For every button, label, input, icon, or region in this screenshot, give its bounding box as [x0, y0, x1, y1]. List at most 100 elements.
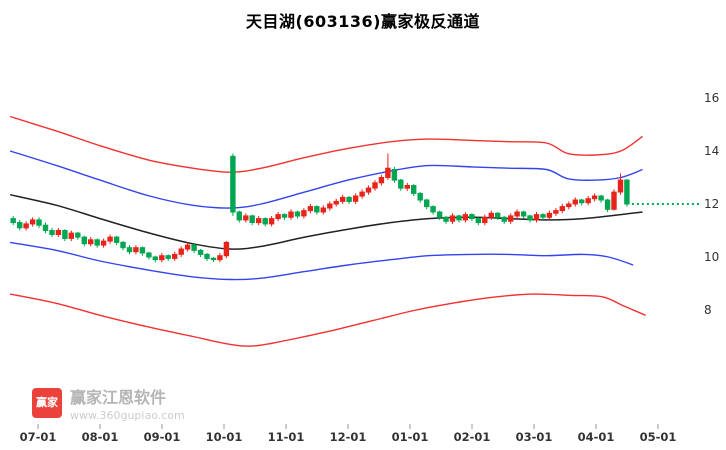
candle-body	[624, 179, 630, 205]
x-axis-tick-label: 11-01	[268, 430, 305, 444]
candle-body	[546, 212, 553, 218]
candle-body	[268, 218, 275, 225]
y-axis-tick-label: 14	[704, 144, 719, 158]
candle-body	[191, 244, 197, 251]
candle-body	[62, 230, 68, 239]
candle-body	[520, 211, 527, 217]
candle-body	[178, 248, 184, 255]
candle-body	[391, 169, 398, 181]
x-axis-tick-label: 12-01	[330, 430, 367, 444]
candle-body	[10, 218, 16, 224]
candle-body	[404, 185, 411, 189]
candle-body	[572, 199, 578, 205]
y-axis-tick-label: 8	[704, 303, 712, 317]
candle-body	[139, 247, 146, 254]
upper-blue-channel-line	[9, 150, 643, 209]
candle-body	[100, 240, 107, 246]
candle-body	[514, 211, 520, 217]
candle-body	[585, 198, 591, 204]
candle-body	[436, 211, 443, 218]
candle-body	[482, 216, 488, 224]
candle-body	[133, 247, 139, 253]
x-axis-tick-label: 01-01	[392, 430, 429, 444]
candle-body	[398, 179, 404, 189]
watermark-text: 赢家江恩软件 www.360gupiao.com	[70, 388, 185, 423]
candle-body	[579, 199, 585, 204]
candle-body	[320, 207, 327, 213]
candle-body	[553, 210, 559, 214]
candle-body	[340, 196, 346, 202]
candle-body	[210, 257, 217, 261]
channel-lines	[9, 115, 646, 347]
y-axis-labels: 8 10 12 14 16	[704, 91, 719, 317]
candle-body	[385, 167, 391, 178]
candle-body	[197, 249, 204, 255]
candle-body	[217, 255, 223, 261]
candle-body	[152, 256, 159, 261]
candle-body	[443, 216, 449, 222]
candle-body	[204, 253, 210, 259]
x-axis-tick-label: 09-01	[144, 430, 181, 444]
x-axis-tick-label: 04-01	[578, 430, 615, 444]
candle-body	[281, 214, 288, 218]
y-axis-tick-label: 16	[704, 91, 719, 105]
candle-body	[165, 255, 171, 259]
watermark-name: 赢家江恩软件	[70, 388, 167, 407]
candle-body	[346, 196, 352, 202]
watermark-url: www.360gupiao.com	[70, 409, 185, 422]
candle-body	[126, 247, 133, 253]
candle-body	[566, 203, 572, 208]
candle-body	[424, 199, 430, 208]
candle-body	[88, 239, 94, 245]
x-axis-tick-label: 08-01	[82, 430, 119, 444]
winner-logo-icon: 赢家	[32, 388, 62, 418]
candle-body	[120, 241, 126, 249]
candle-body	[533, 214, 540, 221]
candle-body	[495, 212, 501, 218]
candle-body	[75, 232, 81, 238]
chart-title: 天目湖(603136)赢家极反通道	[246, 12, 480, 31]
candle-body	[36, 219, 42, 226]
candle-body	[230, 155, 236, 213]
candle-body	[184, 244, 191, 250]
candle-body	[49, 230, 55, 235]
candle-body	[475, 218, 482, 224]
upper-red-channel-line	[9, 115, 643, 173]
candle-body	[508, 215, 514, 222]
candle-body	[243, 215, 249, 221]
candle-body	[430, 206, 436, 213]
candle-body	[223, 241, 230, 257]
candlesticks	[10, 153, 630, 263]
candle-body	[611, 191, 617, 210]
candle-body	[591, 195, 598, 200]
candle-body	[469, 214, 475, 220]
candle-body	[107, 236, 113, 242]
candle-body	[256, 218, 262, 224]
x-axis-tick-label: 03-01	[516, 430, 553, 444]
lower-blue-channel-line	[9, 241, 634, 281]
candle-body	[172, 253, 178, 259]
watermark: 赢家 赢家江恩软件 www.360gupiao.com	[32, 388, 185, 423]
y-axis-tick-label: 12	[704, 197, 719, 211]
y-axis-tick-label: 10	[704, 250, 719, 264]
middle-black-trend-line	[9, 193, 643, 250]
candle-body	[262, 218, 268, 225]
candle-body	[314, 206, 320, 213]
candle-body	[23, 223, 29, 229]
candle-body	[249, 215, 255, 223]
candle-body	[333, 200, 339, 205]
x-axis-tick-label: 07-01	[20, 430, 57, 444]
x-axis-labels: 07-01 08-01 09-01 10-01 11-01 12-01 01-01 02-01…	[20, 424, 676, 444]
candle-body	[617, 179, 624, 193]
candle-body	[598, 195, 604, 201]
candle-body	[378, 177, 385, 184]
candle-body	[159, 255, 165, 261]
candle-body	[540, 214, 546, 218]
candle-body	[488, 212, 495, 218]
candle-body	[17, 222, 23, 229]
candle-body	[372, 182, 378, 189]
x-axis-tick-label: 10-01	[206, 430, 243, 444]
candle-body	[604, 199, 611, 210]
